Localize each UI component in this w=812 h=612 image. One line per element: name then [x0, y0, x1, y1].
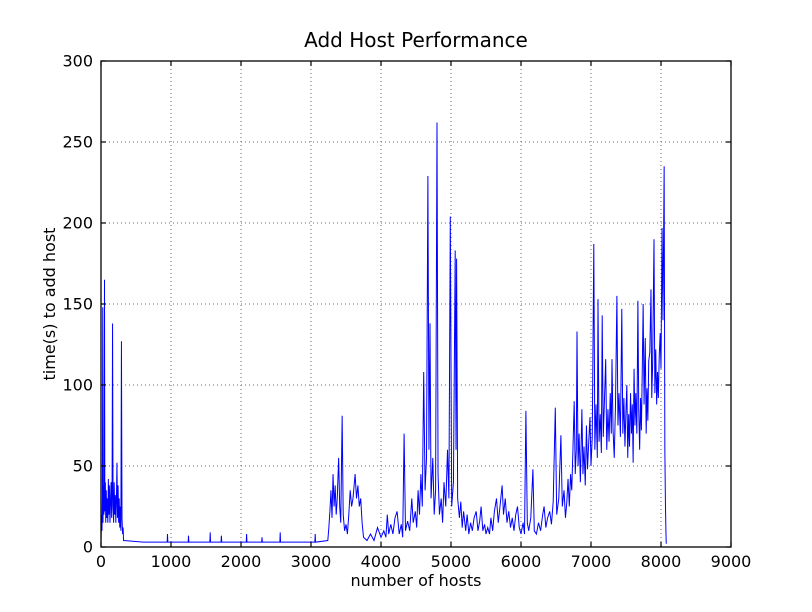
y-tick-label: 300: [62, 52, 93, 71]
y-tick-label: 100: [62, 376, 93, 395]
x-tick-label: 0: [96, 552, 106, 571]
y-tick-label: 50: [73, 457, 93, 476]
plot-border: [100, 60, 732, 548]
y-tick-label: 250: [62, 133, 93, 152]
x-tick-label: 2000: [221, 552, 262, 571]
x-tick-label: 9000: [711, 552, 752, 571]
x-axis-label: number of hosts: [350, 571, 482, 590]
y-tick-label: 200: [62, 214, 93, 233]
x-tick-label: 3000: [291, 552, 332, 571]
data-line: [100, 122, 667, 544]
x-tick-label: 8000: [641, 552, 682, 571]
x-tick-label: 7000: [571, 552, 612, 571]
x-tick-label: 1000: [151, 552, 192, 571]
x-tick-label: 5000: [431, 552, 472, 571]
y-tick-label: 150: [62, 295, 93, 314]
chart-title: Add Host Performance: [304, 28, 528, 52]
y-tick-label: 0: [83, 538, 93, 557]
x-tick-label: 4000: [361, 552, 402, 571]
x-tick-label: 6000: [501, 552, 542, 571]
